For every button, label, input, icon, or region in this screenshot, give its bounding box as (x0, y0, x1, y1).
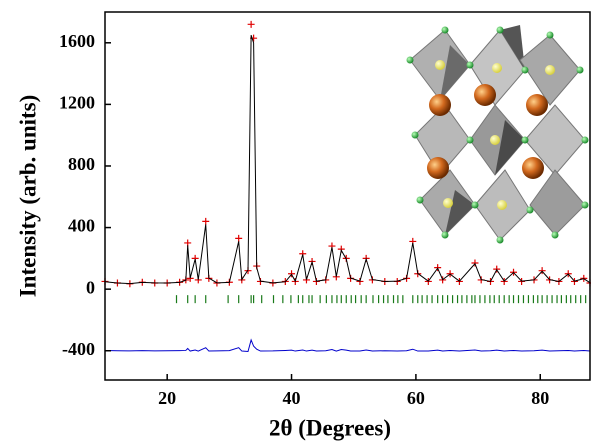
y-axis-title: Intensity (arb. units) (15, 95, 40, 298)
observed-point (248, 21, 255, 28)
atom (435, 60, 445, 70)
x-tick-label: 40 (283, 388, 301, 408)
crystal-structure-inset (407, 25, 589, 244)
atom (522, 157, 544, 179)
y-tick-label: -400 (62, 339, 95, 359)
x-tick-label: 20 (158, 388, 176, 408)
atom (497, 200, 507, 210)
polyhedron (530, 170, 585, 235)
atom (427, 157, 449, 179)
y-tick-label: 400 (68, 216, 95, 236)
x-tick-label: 80 (531, 388, 549, 408)
y-tick-label: 800 (68, 154, 95, 174)
y-tick-label: 0 (86, 277, 95, 297)
atom (526, 94, 548, 116)
observed-point (471, 259, 478, 266)
x-axis-title: 2θ (Degrees) (269, 415, 391, 440)
chart: 2θ (Degrees) Intensity (arb. units) 1600… (0, 0, 591, 443)
series-line (105, 340, 590, 352)
y-tick-label: 1600 (59, 31, 95, 51)
observed-point (235, 235, 242, 242)
atom (545, 65, 555, 75)
x-tick-label: 60 (407, 388, 425, 408)
atom (443, 198, 453, 208)
atom (429, 94, 451, 116)
atom (474, 84, 496, 106)
observed-point (202, 218, 209, 225)
y-tick-label: 1200 (59, 93, 95, 113)
atom (492, 63, 502, 73)
atom (490, 135, 500, 145)
